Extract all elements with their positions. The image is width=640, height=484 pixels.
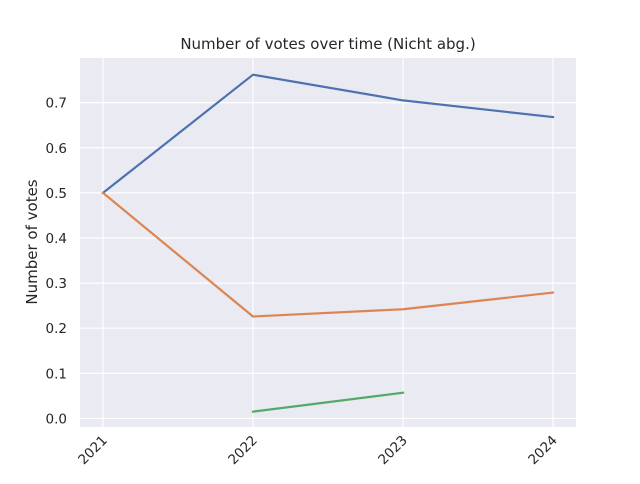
- series-line-1: [101, 73, 555, 195]
- y-tick-label: 0.2: [46, 321, 67, 337]
- y-tick-label: 0.0: [46, 411, 67, 427]
- y-tick-label: 0.4: [46, 231, 67, 247]
- chart-title: Number of votes over time (Nicht abg.): [180, 35, 475, 53]
- x-tick-label: 2024: [525, 433, 561, 469]
- y-tick-label: 0.7: [46, 96, 67, 112]
- series-lines: [101, 73, 555, 413]
- x-tick-label: 2021: [75, 433, 111, 469]
- y-tick-label: 0.5: [46, 186, 67, 202]
- y-tick-label: 0.3: [46, 276, 67, 292]
- y-tick-label: 0.6: [46, 141, 67, 157]
- x-tick-label: 2023: [375, 433, 411, 469]
- y-axis-title: Number of votes: [23, 179, 41, 304]
- series-line-3: [251, 391, 405, 413]
- grid-lines: [80, 58, 576, 427]
- y-tick-labels: 0.0 0.1 0.2 0.3 0.4 0.5 0.6 0.7: [46, 96, 67, 428]
- plot-area: [80, 58, 576, 427]
- x-tick-label: 2022: [225, 433, 261, 469]
- y-tick-label: 0.1: [46, 366, 67, 382]
- series-line-2: [101, 191, 555, 318]
- x-tick-labels: 2021 2022 2023 2024: [75, 433, 561, 469]
